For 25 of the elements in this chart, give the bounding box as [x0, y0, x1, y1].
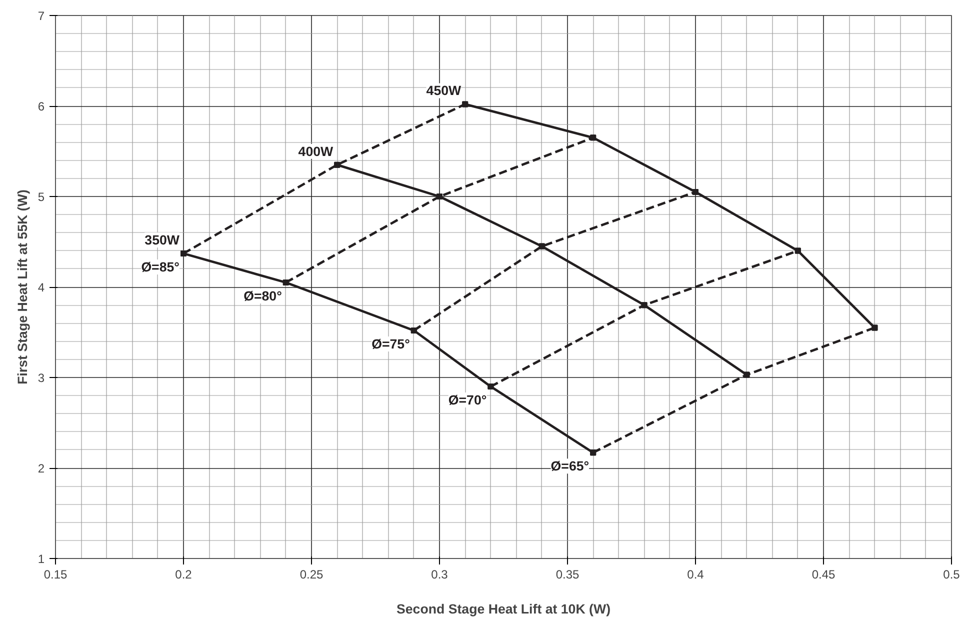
y-tick-label: 6	[38, 100, 45, 114]
y-tick-label: 3	[38, 371, 45, 385]
y-tick-label: 1	[38, 552, 45, 566]
x-tick-label: 0.45	[812, 568, 836, 582]
x-tick-label: 0.4	[687, 568, 704, 582]
y-tick-label: 5	[38, 190, 45, 204]
series-label: Ø=70°	[448, 392, 487, 408]
x-axis-title: Second Stage Heat Lift at 10K (W)	[396, 602, 611, 616]
series-label: Ø=65°	[550, 458, 590, 474]
series-label: Ø=75°	[372, 336, 410, 352]
series-label: 450W	[426, 83, 462, 98]
x-tick-label: 0.5	[943, 568, 960, 582]
x-tick-label: 0.2	[175, 568, 192, 582]
x-tick-label: 0.25	[300, 568, 324, 582]
y-tick-label: 7	[38, 9, 45, 23]
x-tick-label: 0.3	[431, 568, 448, 582]
y-tick-label: 2	[38, 462, 45, 476]
y-tick-label: 4	[38, 280, 45, 294]
y-axis-title: First Stage Heat Lift at 55K (W)	[14, 190, 30, 384]
series-label: Ø=85°	[141, 260, 180, 275]
series-label: 350W	[144, 232, 180, 248]
x-tick-label: 0.15	[44, 568, 68, 582]
x-tick-label: 0.35	[556, 568, 580, 582]
series-label: 400W	[298, 144, 334, 159]
series-label: Ø=80°	[244, 288, 282, 304]
